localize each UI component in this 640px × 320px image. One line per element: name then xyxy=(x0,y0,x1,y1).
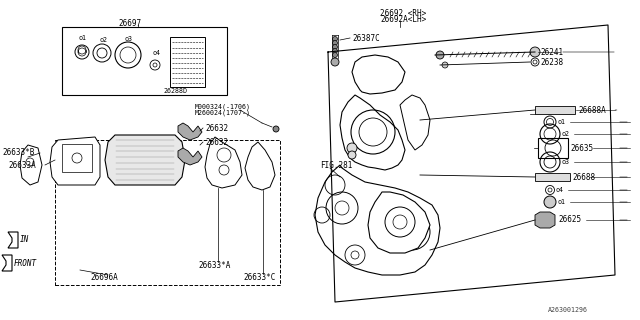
Polygon shape xyxy=(352,55,405,94)
Text: 26697: 26697 xyxy=(118,19,141,28)
Polygon shape xyxy=(340,95,405,170)
Text: 26632: 26632 xyxy=(205,138,228,147)
Polygon shape xyxy=(315,165,440,275)
Text: o3: o3 xyxy=(562,159,570,165)
Bar xyxy=(55,140,280,285)
Text: 26688A: 26688A xyxy=(578,106,605,115)
Text: 26635: 26635 xyxy=(570,143,593,153)
Circle shape xyxy=(530,47,540,57)
Text: o2: o2 xyxy=(99,37,107,43)
Bar xyxy=(538,138,568,158)
Circle shape xyxy=(273,126,279,132)
Text: 26696A: 26696A xyxy=(90,274,118,283)
Text: A263001296: A263001296 xyxy=(548,307,588,313)
Text: 26387C: 26387C xyxy=(352,34,380,43)
Bar xyxy=(535,173,570,181)
Polygon shape xyxy=(178,123,202,140)
Circle shape xyxy=(333,49,337,53)
Text: 26688: 26688 xyxy=(572,172,595,181)
Polygon shape xyxy=(8,232,18,248)
Circle shape xyxy=(333,44,337,50)
Polygon shape xyxy=(368,192,430,253)
Text: 26625: 26625 xyxy=(558,215,581,225)
Text: o4: o4 xyxy=(556,187,564,193)
Polygon shape xyxy=(50,137,100,185)
Text: M000324(-1706): M000324(-1706) xyxy=(195,104,251,110)
Polygon shape xyxy=(400,95,430,150)
Text: 26633*A: 26633*A xyxy=(198,260,230,269)
Text: o3: o3 xyxy=(124,36,132,42)
Text: FIG.281: FIG.281 xyxy=(320,161,353,170)
Polygon shape xyxy=(2,255,12,271)
Text: o4: o4 xyxy=(152,50,160,56)
Text: FRONT: FRONT xyxy=(14,259,37,268)
Polygon shape xyxy=(245,142,275,190)
Bar xyxy=(535,106,575,114)
Text: 26633*C: 26633*C xyxy=(243,273,275,282)
Text: 26692A<LH>: 26692A<LH> xyxy=(380,14,426,23)
Circle shape xyxy=(442,62,448,68)
Circle shape xyxy=(331,58,339,66)
Polygon shape xyxy=(205,137,242,188)
Text: 26633A: 26633A xyxy=(8,161,36,170)
Circle shape xyxy=(333,52,337,58)
Text: o1: o1 xyxy=(558,199,566,205)
Bar xyxy=(62,144,92,172)
Text: o2: o2 xyxy=(562,131,570,137)
Text: 26241: 26241 xyxy=(540,47,563,57)
Circle shape xyxy=(348,151,356,159)
Bar xyxy=(170,37,205,87)
Circle shape xyxy=(347,143,357,153)
Text: 26288D: 26288D xyxy=(163,88,187,94)
Text: 26692 <RH>: 26692 <RH> xyxy=(380,9,426,18)
Text: 26238: 26238 xyxy=(540,58,563,67)
Bar xyxy=(62,27,227,95)
Circle shape xyxy=(544,196,556,208)
Polygon shape xyxy=(178,148,202,165)
Text: IN: IN xyxy=(20,236,29,244)
Polygon shape xyxy=(20,145,42,185)
Circle shape xyxy=(333,41,337,45)
Text: o1: o1 xyxy=(558,119,566,125)
Circle shape xyxy=(333,36,337,42)
Text: o1: o1 xyxy=(78,35,86,41)
Text: 26632: 26632 xyxy=(205,124,228,132)
Text: 26633*B: 26633*B xyxy=(2,148,35,156)
Circle shape xyxy=(436,51,444,59)
Text: M260024(1707-): M260024(1707-) xyxy=(195,110,251,116)
Polygon shape xyxy=(105,135,185,185)
Polygon shape xyxy=(535,212,555,228)
